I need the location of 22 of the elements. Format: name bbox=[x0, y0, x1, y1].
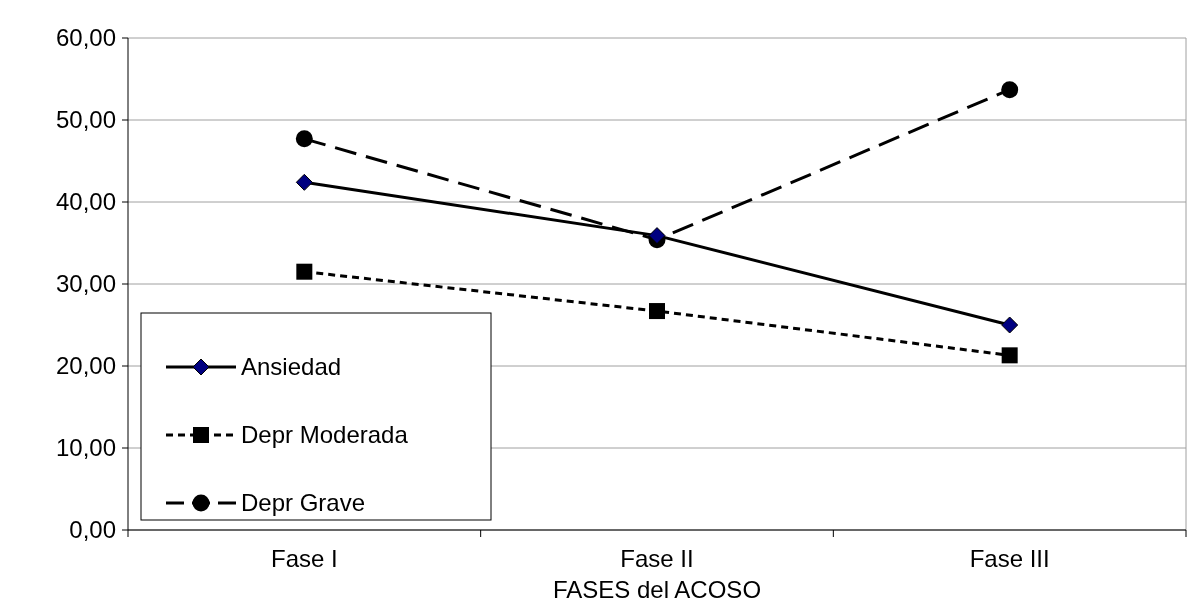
legend-label: Ansiedad bbox=[241, 353, 342, 381]
x-tick-label: Fase III bbox=[969, 545, 1050, 572]
point bbox=[1001, 347, 1018, 364]
point bbox=[648, 227, 666, 245]
x-axis-title: FASES del ACOSO bbox=[552, 576, 762, 603]
legend-label: Depr Grave bbox=[241, 489, 366, 517]
point bbox=[295, 130, 313, 148]
point bbox=[296, 263, 313, 280]
y-tick-label: 0,00 bbox=[69, 516, 116, 544]
y-tick-label: 20,00 bbox=[55, 352, 116, 380]
x-tick-label: Fase I bbox=[270, 545, 338, 572]
point bbox=[1001, 316, 1019, 334]
x-tick-label: Fase II bbox=[620, 545, 694, 572]
y-tick-label: 10,00 bbox=[55, 434, 116, 462]
point bbox=[649, 303, 665, 320]
point bbox=[295, 173, 313, 191]
y-tick-label: 40,00 bbox=[55, 188, 116, 216]
point bbox=[1001, 81, 1019, 99]
y-tick-label: 30,00 bbox=[55, 270, 116, 298]
legend-label: Depr Moderada bbox=[241, 421, 409, 449]
y-tick-label: 60,00 bbox=[55, 24, 116, 52]
y-tick-label: 50,00 bbox=[55, 106, 116, 134]
